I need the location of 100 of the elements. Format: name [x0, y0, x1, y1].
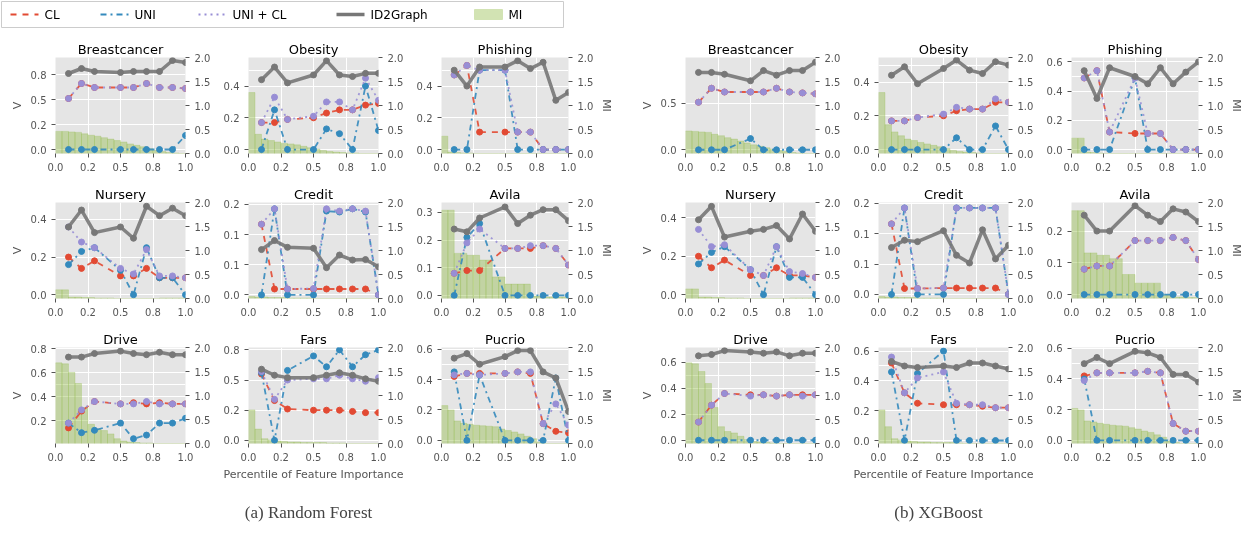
chart-title: Phishing	[477, 41, 533, 57]
x-tick-label: 0.2	[903, 451, 919, 463]
chart-title: Phishing	[1107, 41, 1163, 57]
y2-tick-label: 2.0	[824, 342, 841, 354]
y2-tick-label: 1.0	[1207, 390, 1224, 402]
x-tick-label: 0.2	[710, 161, 726, 173]
y-tick-label: 0.6	[853, 346, 870, 358]
y2-tick-label: 1.0	[824, 100, 841, 112]
x-tick-label: 0.2	[1095, 451, 1112, 463]
x-tick-label: 0.2	[710, 306, 726, 318]
y-axis-title: V	[640, 246, 654, 255]
y2-tick-label: 0.0	[824, 438, 841, 450]
text: (a) Random Forest	[244, 503, 373, 523]
y2-tick-label: 0.0	[387, 148, 404, 160]
y-tick-label: 0.0	[1046, 289, 1063, 301]
y2-tick-label: 1.0	[577, 390, 594, 402]
y2-tick-label: 1.0	[387, 245, 404, 257]
y2-tick-label: 0.0	[387, 293, 404, 305]
y-tick-label: 0.5	[660, 98, 677, 110]
x-tick-label: 0.5	[305, 306, 322, 318]
y2-tick-label: 1.0	[824, 245, 841, 257]
x-tick-label: 0.0	[1063, 161, 1080, 173]
y-tick-label: 0.2	[853, 198, 870, 210]
x-tick-label: 1.0	[807, 451, 824, 463]
chart-title: Fars	[930, 331, 957, 347]
y2-tick-label: 0.5	[387, 124, 404, 136]
y-tick-label: 0.2	[853, 405, 870, 417]
x-tick-label: 0.0	[47, 161, 64, 173]
y-tick-label: 0.2	[1046, 404, 1063, 416]
y-axis-title: V	[10, 101, 24, 110]
y-tick-label: 0.8	[30, 69, 47, 81]
y-tick-label: 0.2	[660, 251, 677, 263]
y2-tick-label: 1.0	[1207, 245, 1224, 257]
x-tick-label: 0.0	[240, 306, 257, 318]
y-tick-label: 0.1	[416, 262, 433, 274]
x-tick-label: 0.2	[273, 451, 289, 463]
y-tick-label: 0.2	[416, 404, 433, 416]
y-tick-label: 0.8	[30, 343, 47, 355]
x-tick-label: 0.0	[47, 451, 64, 463]
x-tick-label: 1.0	[1190, 451, 1207, 463]
x-tick-label: 1.0	[1000, 306, 1017, 318]
x-tick-label: 0.0	[433, 161, 450, 173]
legend-label: ID2Graph	[370, 7, 428, 22]
chart-title: Credit	[293, 186, 334, 202]
x-tick-label: 0.8	[775, 451, 791, 463]
y2-tick-label: 2.0	[387, 342, 404, 354]
y2-tick-label: 1.5	[1017, 366, 1034, 378]
y2-tick-label: 1.5	[577, 221, 594, 233]
y2-tick-label: 0.5	[824, 124, 841, 136]
y2-tick-label: 1.5	[1207, 76, 1224, 88]
x-tick-label: 0.5	[1127, 306, 1143, 318]
y2-tick-label: 0.5	[577, 269, 594, 281]
y-tick-label: 0.4	[1046, 373, 1063, 385]
y2-tick-label: 1.0	[1017, 390, 1034, 402]
x-tick-label: 1.0	[370, 306, 387, 318]
y2-tick-label: 0.0	[824, 293, 841, 305]
x-tick-label: 1.0	[560, 451, 577, 463]
y2-tick-label: 1.5	[824, 221, 841, 233]
y-tick-label: 0.2	[853, 110, 870, 122]
y-axis-title: V	[640, 101, 654, 110]
y2-axis-title: MI	[600, 99, 614, 112]
y2-tick-label: 0.0	[824, 148, 841, 160]
x-tick-label: 0.0	[870, 161, 887, 173]
y2-tick-label: 1.0	[387, 100, 404, 112]
y-tick-label: 0.0	[660, 289, 677, 301]
y2-tick-label: 2.0	[577, 197, 594, 209]
y2-tick-label: 1.0	[387, 390, 404, 402]
y2-tick-label: 0.0	[1207, 148, 1224, 160]
y2-axis-title: MI	[600, 389, 614, 402]
y-axis-title: V	[640, 391, 654, 400]
chart-title: Avila	[489, 186, 521, 202]
x-tick-label: 0.8	[968, 451, 984, 463]
y-tick-label: 0.4	[853, 77, 870, 89]
y-tick-label: 0.4	[853, 375, 870, 387]
y-tick-label: 0.4	[660, 212, 677, 224]
x-tick-label: 0.8	[338, 451, 354, 463]
x-tick-label: 0.5	[497, 451, 513, 463]
y-tick-label: 0.6	[416, 344, 433, 356]
y2-tick-label: 0.0	[194, 438, 211, 450]
y2-tick-label: 0.0	[1017, 438, 1034, 450]
x-tick-label: 1.0	[177, 451, 194, 463]
y-tick-label: 0.4	[30, 214, 47, 226]
y-tick-label: 0.8	[223, 344, 240, 356]
x-tick-label: 0.0	[870, 306, 887, 318]
x-tick-label: 0.5	[112, 161, 129, 173]
y-tick-label: 0.1	[853, 259, 870, 271]
y2-tick-label: 1.0	[577, 245, 594, 257]
y2-tick-label: 0.5	[577, 414, 594, 426]
y2-tick-label: 1.5	[194, 366, 211, 378]
y-tick-label: 0.2	[223, 405, 240, 417]
y2-tick-label: 0.5	[387, 414, 404, 426]
y-tick-label: 0.6	[660, 357, 677, 369]
y-tick-label: 0.0	[30, 144, 47, 156]
chart-title: Obesity	[918, 41, 969, 57]
y-tick-label: 0.0	[660, 435, 677, 447]
y2-tick-label: 0.5	[824, 414, 841, 426]
y-tick-label: 0.2	[30, 415, 47, 427]
x-tick-label: 0.8	[145, 161, 161, 173]
y2-tick-label: 1.0	[194, 245, 211, 257]
y-tick-label: 0.2	[416, 235, 433, 247]
